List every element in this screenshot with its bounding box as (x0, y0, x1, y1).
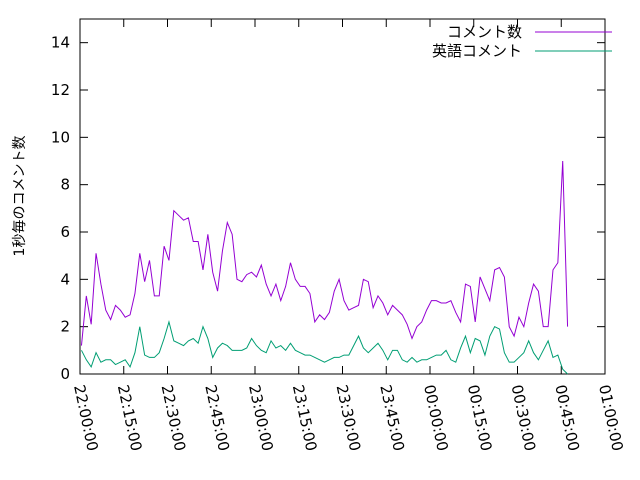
y-tick-label: 14 (51, 34, 70, 52)
x-tick-label: 00:15:00 (464, 383, 496, 453)
x-tick-label: 00:45:00 (551, 383, 583, 453)
series-line (81, 320, 568, 375)
x-tick-label: 01:00:00 (595, 383, 627, 453)
legend-label: コメント数 (447, 23, 522, 41)
plot-border (79, 18, 606, 375)
y-tick-label: 2 (60, 318, 70, 336)
x-tick-label: 00:30:00 (508, 383, 540, 453)
x-tick-label: 22:15:00 (114, 383, 146, 453)
x-tick-label: 23:00:00 (245, 383, 277, 453)
x-tick-label: 22:45:00 (201, 383, 233, 453)
series-line (80, 160, 569, 346)
y-tick-label: 4 (60, 270, 70, 288)
x-tick-label: 00:00:00 (420, 383, 452, 453)
x-tick-label: 23:30:00 (333, 383, 365, 453)
x-tick-label: 22:30:00 (158, 383, 190, 453)
y-tick-label: 6 (60, 223, 70, 241)
x-tick-label: 23:15:00 (289, 383, 321, 453)
y-tick-label: 0 (60, 365, 70, 383)
y-tick-label: 8 (60, 176, 70, 194)
y-axis-label: 1秒毎のコメント数 (12, 136, 28, 257)
x-tick-label: 23:45:00 (376, 383, 408, 453)
legend-label: 英語コメント (432, 42, 522, 60)
y-tick-label: 12 (51, 81, 70, 99)
y-tick-label: 10 (51, 128, 70, 146)
x-tick-label: 22:00:00 (70, 383, 102, 453)
